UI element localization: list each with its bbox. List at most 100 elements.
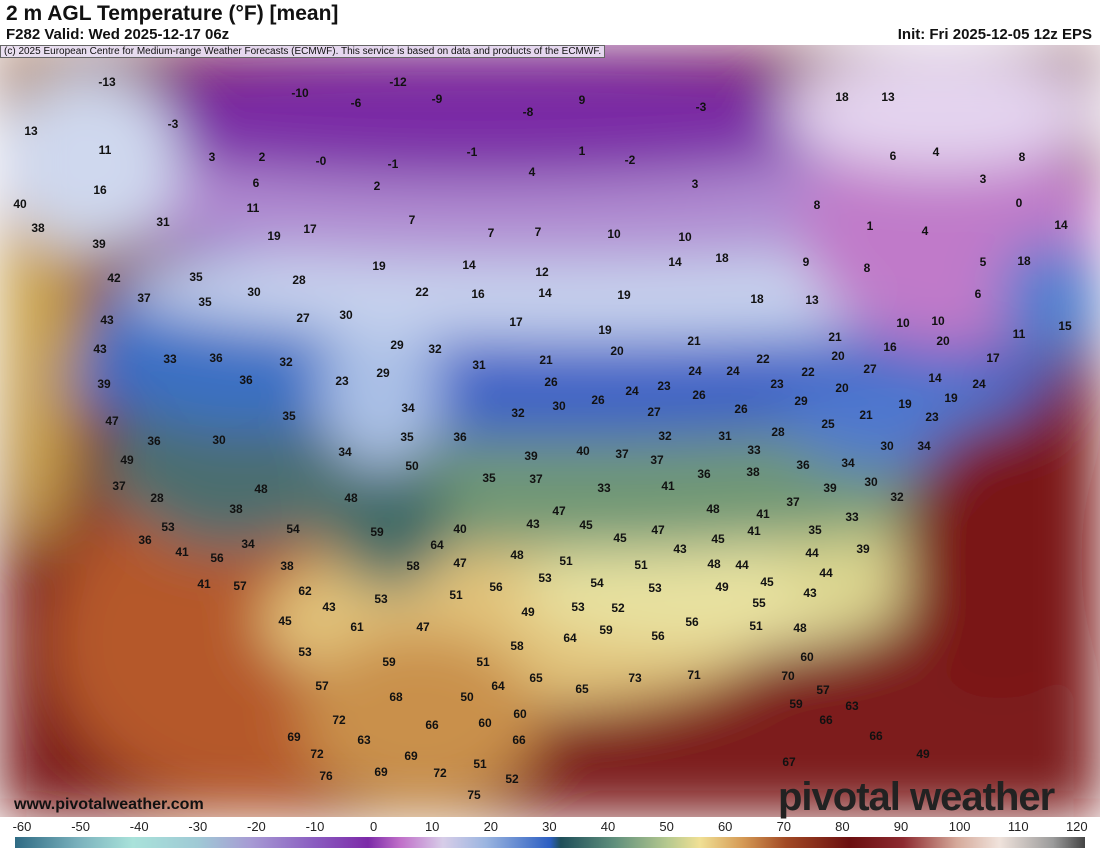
temperature-label: 10 [678,230,692,244]
temperature-label: -3 [696,100,707,114]
temperature-label: 4 [933,145,940,159]
temperature-label: 53 [648,581,662,595]
temperature-label: 31 [718,429,732,443]
colorbar-tick: 0 [369,819,378,834]
temperature-label: 29 [794,394,808,408]
temperature-label: 52 [611,601,625,615]
temperature-label: 0 [1016,196,1023,210]
temperature-label: 31 [472,358,486,372]
temperature-label: 39 [92,237,106,251]
temperature-label: 10 [896,316,910,330]
temperature-label: 30 [339,308,353,322]
temperature-label: 26 [692,388,706,402]
temperature-label: 23 [925,410,939,424]
temperature-label: 19 [372,259,386,273]
temperature-label: 40 [453,522,467,536]
temperature-label: 19 [267,229,281,243]
temperature-label: 10 [931,314,945,328]
temperature-label: 3 [980,172,987,186]
temperature-label: 62 [298,584,312,598]
colorbar-ramp [15,837,1085,848]
temperature-label: 44 [819,566,833,580]
temperature-label: 21 [828,330,842,344]
temperature-label: 48 [344,491,358,505]
temperature-label: 11 [99,143,112,157]
temperature-label: 41 [756,507,770,521]
temperature-label: 45 [760,575,774,589]
temperature-label: 7 [535,225,542,239]
temperature-label: 50 [405,459,419,473]
temperature-label: 45 [711,532,725,546]
temperature-label: -9 [432,92,443,106]
temperature-label: 35 [808,523,822,537]
temperature-label: 58 [406,559,420,573]
temperature-label: 8 [1019,150,1026,164]
temperature-label: 53 [571,600,585,614]
pivotal-weather-logo: pivotal weather [778,775,1055,819]
colorbar-tick: -50 [71,819,90,834]
temperature-label: 56 [489,580,503,594]
temperature-label: 69 [287,730,301,744]
temperature-label: 36 [138,533,152,547]
temperature-label: 28 [292,273,306,287]
temperature-label: 35 [282,409,296,423]
temperature-label: 73 [628,671,642,685]
temperature-label: 12 [535,265,549,279]
colorbar-tick: -10 [305,819,325,834]
temperature-label: 33 [747,443,761,457]
temperature-label: 25 [821,417,835,431]
temperature-label: 49 [521,605,535,619]
temperature-label: 72 [332,713,346,727]
temperature-label: -10 [291,86,309,100]
temperature-label: 34 [338,445,352,459]
temperature-label: 49 [715,580,729,594]
temperature-label: 47 [552,504,566,518]
colorbar-tick: 50 [659,819,674,834]
temperature-label: 17 [303,222,317,236]
temperature-label: 10 [607,227,621,241]
temperature-label: 20 [610,344,624,358]
temperature-label: 38 [31,221,45,235]
temperature-label: 67 [782,755,796,769]
temperature-label: 23 [657,379,671,393]
temperature-label: 64 [563,631,577,645]
website-link[interactable]: www.pivotalweather.com [14,796,204,813]
temperature-label: 32 [890,490,904,504]
temperature-label: 3 [692,177,699,191]
temperature-label: 53 [538,571,552,585]
temperature-label: 19 [944,391,958,405]
colorbar-tick: 90 [893,819,909,834]
temperature-label: 26 [544,375,558,389]
temperature-label: -0 [316,154,327,168]
temperature-label: 6 [253,176,260,190]
temperature-label: 60 [513,707,527,721]
temperature-label: 23 [335,374,349,388]
colorbar-tick: -30 [188,819,208,834]
temperature-label: 21 [859,408,873,422]
colorbar-tick: 110 [1007,819,1029,834]
temperature-label: 58 [510,639,524,653]
temperature-label: 32 [511,406,525,420]
temperature-label: 43 [526,517,540,531]
temperature-label: 48 [793,621,807,635]
temperature-label: 44 [805,546,819,560]
temperature-label: 71 [687,668,701,682]
temperature-label: 57 [233,579,247,593]
temperature-label: 38 [746,465,760,479]
temperature-label: 56 [651,629,665,643]
temperature-label: 37 [786,495,800,509]
colorbar-tick: -40 [129,819,149,834]
temperature-label: 49 [120,453,134,467]
temperature-label: 39 [97,377,111,391]
temperature-label: 34 [401,401,415,415]
temperature-label: 14 [928,371,942,385]
temperature-label: 51 [449,588,463,602]
temperature-label: 27 [863,362,877,376]
temperature-label: 22 [801,365,815,379]
colorbar-tick: 70 [776,819,792,834]
temperature-label: 31 [156,215,170,229]
temperature-label: 37 [650,453,664,467]
temperature-label: 44 [735,558,749,572]
temperature-label: 51 [634,558,648,572]
